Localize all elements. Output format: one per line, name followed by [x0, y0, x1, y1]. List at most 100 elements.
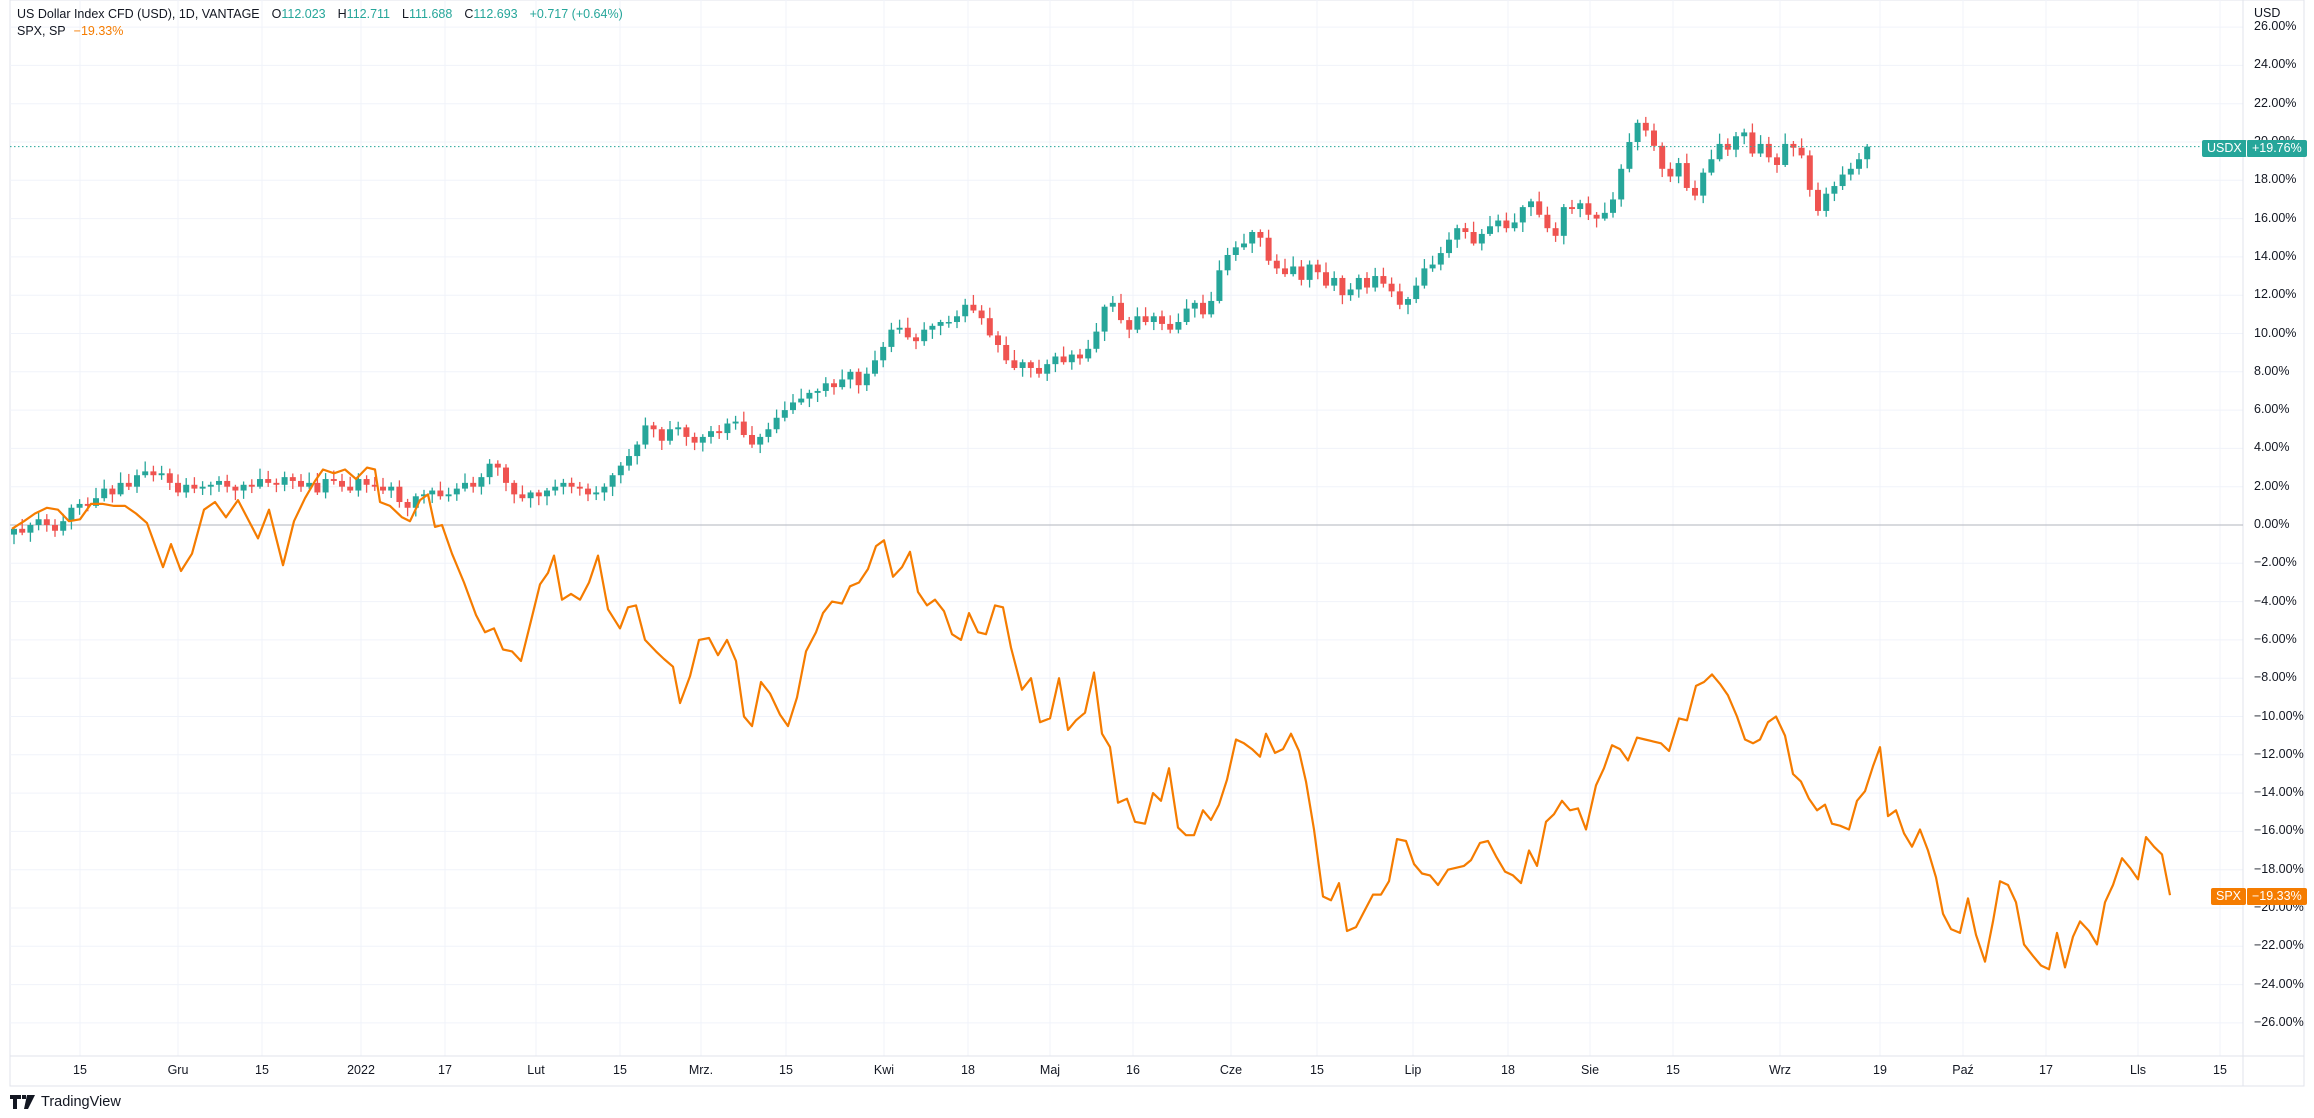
- candle-body: [888, 329, 895, 347]
- candle-body: [429, 490, 436, 495]
- tradingview-logo[interactable]: TradingView: [10, 1094, 121, 1110]
- candle-body: [248, 484, 255, 487]
- candle-body: [1036, 367, 1042, 374]
- candle-body: [1487, 226, 1493, 234]
- candle-body: [986, 318, 993, 336]
- x-tick-label: 17: [438, 1063, 452, 1077]
- x-tick-label: 15: [779, 1063, 793, 1077]
- candle-body: [1667, 168, 1674, 177]
- candle-body: [1396, 291, 1403, 305]
- y-tick-label: 24.00%: [2254, 57, 2297, 72]
- candle-body: [1306, 264, 1313, 280]
- candle-body: [1560, 207, 1567, 236]
- candle-body: [1675, 163, 1682, 177]
- y-tick-label: 2.00%: [2254, 478, 2290, 493]
- candle-body: [117, 482, 124, 495]
- candle-body: [257, 479, 263, 487]
- candle-body: [150, 471, 157, 476]
- candle-body: [191, 484, 198, 489]
- candle-body: [166, 473, 173, 483]
- candle-body: [68, 507, 75, 522]
- candle-body: [355, 479, 362, 491]
- candle-body: [1544, 214, 1551, 229]
- candle-body: [1257, 232, 1264, 238]
- candle-body: [224, 480, 231, 487]
- candle-body: [593, 492, 600, 495]
- candle-body: [1175, 322, 1182, 330]
- candle-body: [1077, 354, 1083, 359]
- candle-body: [1355, 277, 1362, 290]
- candle-body: [183, 484, 190, 493]
- candle-body: [462, 482, 468, 489]
- candle-body: [527, 492, 534, 499]
- candle-body: [76, 503, 83, 508]
- high-value: 112.711: [346, 7, 391, 21]
- spx-value-tag: −19.33%: [2246, 888, 2307, 905]
- candle-body: [1126, 320, 1133, 330]
- candle-body: [494, 463, 501, 468]
- candle-body: [298, 480, 304, 487]
- candle-body: [158, 473, 165, 476]
- candle-body: [27, 525, 34, 533]
- candle-body: [1749, 132, 1756, 154]
- candle-body: [1601, 212, 1608, 219]
- candle-body: [913, 337, 919, 342]
- candle-body: [585, 488, 591, 495]
- x-tick-label: Lls: [2130, 1063, 2146, 1077]
- legend-compare-row[interactable]: SPX, SP −19.33%: [17, 23, 635, 40]
- candle-body: [232, 486, 239, 491]
- x-tick-label: 16: [1126, 1063, 1140, 1077]
- candle-body: [1429, 264, 1436, 269]
- change-value: +0.717 (+0.64%): [529, 7, 623, 21]
- candle-body: [1774, 157, 1780, 165]
- candle-body: [1503, 220, 1510, 229]
- x-tick-label: Gru: [167, 1063, 189, 1077]
- candle-body: [1150, 316, 1157, 323]
- candle-body: [716, 431, 723, 434]
- candle-body: [1216, 270, 1223, 301]
- axis-currency-label: USD: [2254, 6, 2281, 20]
- candle-body: [380, 486, 386, 491]
- candle-body: [1577, 203, 1584, 210]
- candle-body: [560, 482, 567, 487]
- candle-body: [437, 490, 444, 497]
- candle-body: [1692, 187, 1698, 196]
- candle-body: [535, 492, 542, 497]
- x-tick-label: 19: [1873, 1063, 1887, 1077]
- candle-body: [84, 503, 91, 506]
- candle-body: [1249, 232, 1256, 244]
- usdx-value-tag: +19.76%: [2246, 140, 2307, 157]
- candle-body: [1273, 260, 1280, 269]
- candle-body: [1437, 253, 1444, 265]
- candle-body: [831, 383, 837, 388]
- candle-body: [1839, 174, 1846, 187]
- candle-body: [642, 425, 649, 445]
- candle-body: [339, 480, 345, 487]
- candle-body: [453, 488, 460, 495]
- candle-body: [175, 482, 181, 493]
- candle-body: [790, 402, 796, 411]
- x-tick-label: 15: [2213, 1063, 2227, 1077]
- candle-body: [1634, 122, 1641, 142]
- candle-body: [101, 488, 108, 499]
- candle-body: [617, 465, 624, 476]
- candle-body: [388, 486, 395, 491]
- candle-body: [1101, 306, 1108, 332]
- candle-body: [691, 436, 698, 443]
- y-tick-label: 0.00%: [2254, 517, 2290, 531]
- candle-body: [806, 392, 813, 399]
- x-tick-label: Paź: [1952, 1063, 1974, 1077]
- x-tick-label: 15: [1310, 1063, 1324, 1077]
- legend-main-row[interactable]: US Dollar Index CFD (USD), 1D, VANTAGE O…: [17, 6, 635, 23]
- candle-body: [281, 477, 288, 485]
- candle-body: [1765, 143, 1772, 158]
- candle-body: [1298, 266, 1305, 280]
- candle-body: [404, 502, 411, 508]
- candle-body: [1323, 272, 1329, 286]
- candle-body: [995, 335, 1001, 345]
- candle-body: [207, 484, 214, 487]
- x-tick-label: Maj: [1039, 1063, 1061, 1077]
- x-tick-label: 15: [255, 1063, 269, 1077]
- candle-body: [601, 486, 608, 493]
